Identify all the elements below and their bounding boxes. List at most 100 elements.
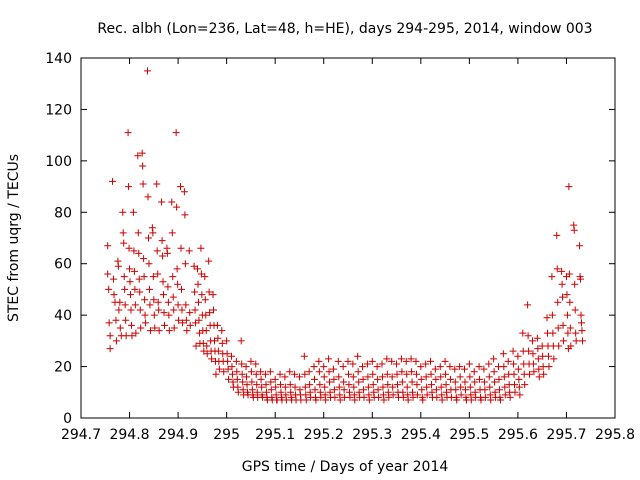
data-point-marker xyxy=(105,319,113,327)
data-point-marker xyxy=(511,388,519,396)
data-point-marker xyxy=(170,324,178,332)
data-point-marker xyxy=(524,332,532,340)
data-point-marker xyxy=(128,332,136,340)
data-point-marker xyxy=(378,373,386,381)
data-point-marker xyxy=(203,342,211,350)
data-point-marker xyxy=(160,309,168,317)
data-point-marker xyxy=(227,352,235,360)
data-point-marker xyxy=(310,363,318,371)
data-point-marker xyxy=(225,375,233,383)
data-point-marker xyxy=(566,324,574,332)
data-point-marker xyxy=(409,393,417,401)
data-point-marker xyxy=(467,396,475,404)
data-point-marker xyxy=(559,293,567,301)
data-point-marker xyxy=(529,350,537,358)
data-point-marker xyxy=(560,337,568,345)
x-tick-label: 295.6 xyxy=(498,427,538,443)
data-point-marker xyxy=(432,375,440,383)
data-point-marker xyxy=(320,373,328,381)
data-point-marker xyxy=(566,298,574,306)
data-point-marker xyxy=(153,180,161,188)
data-point-marker xyxy=(360,386,368,394)
x-tick-label: 295.8 xyxy=(595,427,635,443)
data-point-marker xyxy=(326,378,334,386)
data-point-marker xyxy=(578,337,586,345)
data-point-marker xyxy=(451,365,459,373)
data-point-marker xyxy=(389,391,397,399)
data-point-marker xyxy=(354,368,362,376)
data-point-marker xyxy=(169,293,177,301)
data-point-marker xyxy=(138,149,146,157)
data-point-marker xyxy=(514,352,522,360)
data-point-marker xyxy=(334,357,342,365)
plot-frame xyxy=(80,57,616,419)
data-point-marker xyxy=(202,327,210,335)
data-point-marker xyxy=(237,337,245,345)
data-point-marker xyxy=(178,319,186,327)
data-point-marker xyxy=(441,357,449,365)
data-point-marker xyxy=(336,396,344,404)
data-point-marker xyxy=(142,319,150,327)
data-point-marker xyxy=(481,393,489,401)
data-point-marker xyxy=(301,383,309,391)
data-point-marker xyxy=(419,396,427,404)
data-point-marker xyxy=(195,316,203,324)
data-point-marker xyxy=(155,306,163,314)
data-point-marker xyxy=(457,383,465,391)
data-point-marker xyxy=(437,373,445,381)
data-point-marker xyxy=(201,296,209,304)
data-point-marker xyxy=(181,260,189,268)
data-point-marker xyxy=(286,368,294,376)
data-point-marker xyxy=(378,360,386,368)
data-point-marker xyxy=(104,270,112,278)
data-point-marker xyxy=(504,357,512,365)
data-point-marker xyxy=(559,321,567,329)
data-point-marker xyxy=(550,355,558,363)
data-point-marker xyxy=(412,370,420,378)
data-point-marker xyxy=(262,381,270,389)
data-point-marker xyxy=(119,208,127,216)
data-point-marker xyxy=(247,368,255,376)
data-point-marker xyxy=(495,375,503,383)
data-point-marker xyxy=(141,311,149,319)
data-point-marker xyxy=(191,288,199,296)
data-point-marker xyxy=(481,386,489,394)
data-point-marker xyxy=(182,316,190,324)
data-point-marker xyxy=(165,327,173,335)
data-point-marker xyxy=(549,329,557,337)
data-point-marker xyxy=(139,162,147,170)
data-point-marker xyxy=(514,365,522,373)
data-point-marker xyxy=(183,327,191,335)
data-point-marker xyxy=(220,368,228,376)
data-point-marker xyxy=(530,368,538,376)
data-point-marker xyxy=(218,339,226,347)
data-point-marker xyxy=(412,357,420,365)
data-point-marker xyxy=(329,365,337,373)
data-point-marker xyxy=(192,342,200,350)
data-point-marker xyxy=(438,396,446,404)
data-point-marker xyxy=(346,393,354,401)
data-point-marker xyxy=(158,198,166,206)
x-tick-label: 295.4 xyxy=(401,427,441,443)
x-axis-label: GPS time / Days of year 2014 xyxy=(242,459,449,475)
chart-title: Rec. albh (Lon=236, Lat=48, h=HE), days … xyxy=(97,21,592,37)
data-point-marker xyxy=(124,129,132,137)
data-point-marker xyxy=(104,242,112,250)
data-point-marker xyxy=(322,396,330,404)
y-tick-label: 100 xyxy=(45,154,72,170)
data-point-marker xyxy=(393,360,401,368)
x-tick-label: 295.2 xyxy=(304,427,344,443)
data-point-marker xyxy=(331,393,339,401)
data-point-marker xyxy=(208,355,216,363)
data-point-marker xyxy=(116,324,124,332)
data-point-marker xyxy=(177,183,185,191)
data-point-marker xyxy=(466,373,474,381)
data-point-marker xyxy=(116,298,124,306)
data-point-marker xyxy=(197,244,205,252)
data-point-marker xyxy=(112,337,120,345)
data-point-marker xyxy=(267,386,275,394)
data-point-marker xyxy=(232,357,240,365)
data-point-marker xyxy=(476,375,484,383)
data-point-marker xyxy=(134,229,142,237)
